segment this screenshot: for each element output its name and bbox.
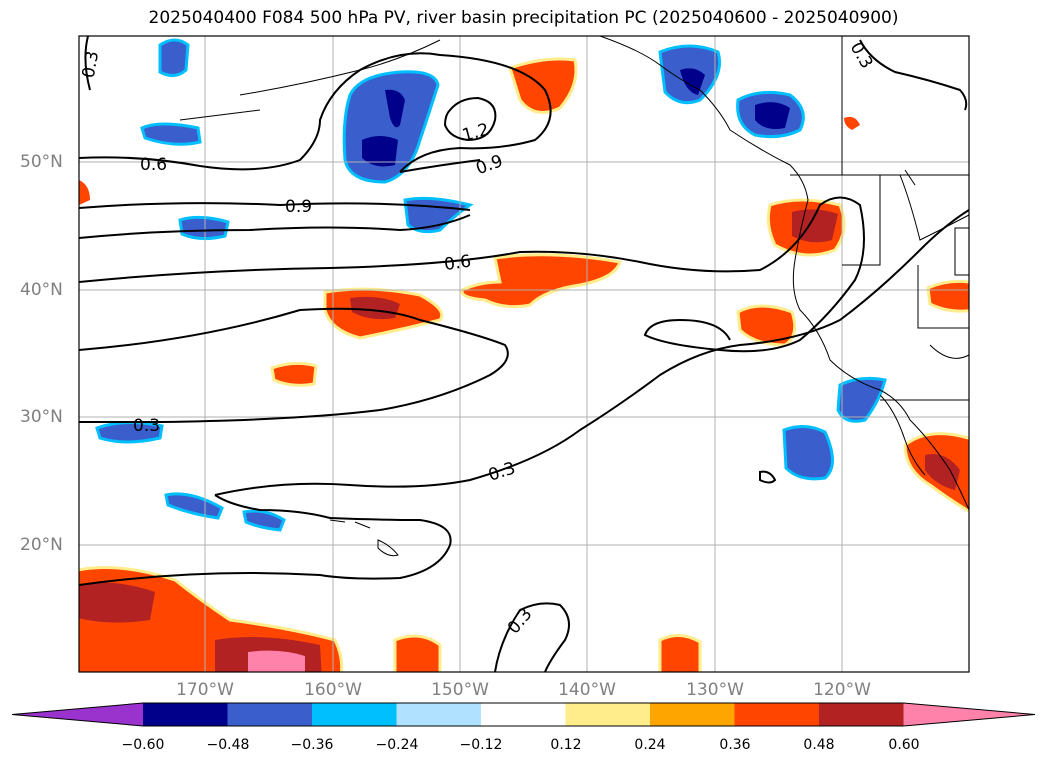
contour-label: 0.3 <box>504 604 537 638</box>
pv-contours <box>79 36 969 672</box>
colorbar-segment <box>396 703 482 726</box>
lat-label-30n: 30°N <box>20 407 63 427</box>
colorbar-segment <box>227 703 313 726</box>
lon-label-160w: 160°W <box>304 680 362 700</box>
colorbar <box>11 702 1036 727</box>
gridlines <box>79 36 969 672</box>
lon-label-140w: 140°W <box>558 680 616 700</box>
colorbar-segment <box>143 703 228 726</box>
lon-label-120w: 120°W <box>813 680 871 700</box>
colorbar-tick: −0.60 <box>121 737 165 753</box>
lon-label-130w: 130°W <box>686 680 744 700</box>
contour-label: 0.3 <box>846 39 877 72</box>
contour-label: 1.2 <box>460 120 491 146</box>
colorbar-tick: 0.36 <box>719 737 751 753</box>
contour-label: 0.6 <box>140 155 167 175</box>
colorbar-tick: 0.12 <box>550 737 582 753</box>
contour-label: 0.9 <box>285 197 312 217</box>
lat-label-50n: 50°N <box>20 152 63 172</box>
contour-label: 0.6 <box>443 252 473 276</box>
colorbar-segment <box>481 703 566 726</box>
lat-label-20n: 20°N <box>20 535 63 555</box>
colorbar-segment <box>565 703 651 726</box>
coastlines <box>179 36 969 557</box>
colorbar-segment <box>312 703 397 726</box>
colorbar-segment <box>734 703 820 726</box>
lon-label-150w: 150°W <box>431 680 489 700</box>
contour-label: 0.3 <box>486 458 518 485</box>
colorbar-tick: −0.36 <box>290 737 334 753</box>
lon-label-170w: 170°W <box>176 680 234 700</box>
positive-anomaly-shading <box>79 57 969 672</box>
colorbar-tick: 0.48 <box>803 737 835 753</box>
colorbar-tick: 0.24 <box>634 737 666 753</box>
contour-label: 0.3 <box>79 50 103 80</box>
colorbar-extend-low <box>12 703 143 726</box>
map-plot-area: 0.3 0.6 0.9 1.2 0.9 0.6 0.3 0.3 0.3 0.3 <box>79 36 969 672</box>
colorbar-tick: −0.24 <box>375 737 419 753</box>
colorbar-tick: −0.48 <box>206 737 250 753</box>
map-title: 2025040400 F084 500 hPa PV, river basin … <box>148 8 899 28</box>
colorbar-outline <box>11 702 1036 727</box>
contour-label: 0.3 <box>133 416 160 436</box>
colorbar-segment <box>819 703 904 726</box>
colorbar-extend-high <box>903 703 1035 726</box>
lat-label-40n: 40°N <box>20 280 63 300</box>
colorbar-segment <box>650 703 735 726</box>
colorbar-tick: −0.12 <box>459 737 503 753</box>
colorbar-tick: 0.60 <box>888 737 920 753</box>
map-frame <box>78 35 970 673</box>
contour-label: 0.9 <box>473 151 505 179</box>
